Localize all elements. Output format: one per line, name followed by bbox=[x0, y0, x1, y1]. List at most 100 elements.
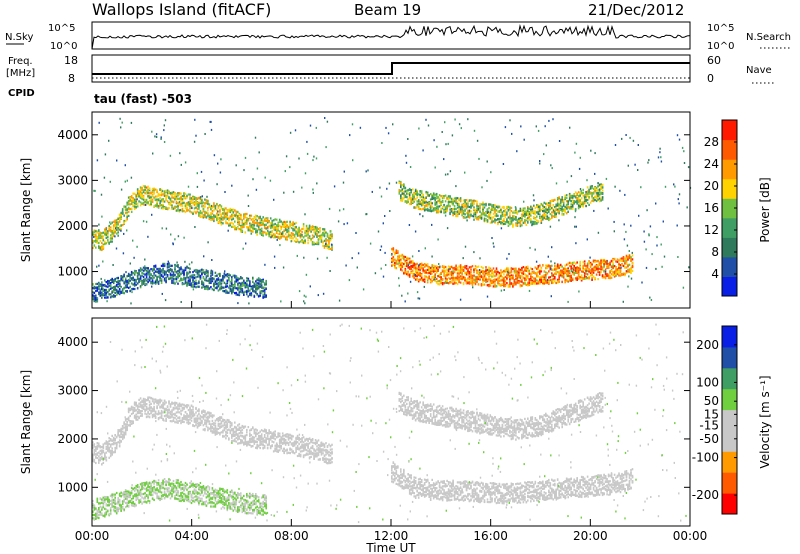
heatmap-cell bbox=[135, 271, 137, 274]
heatmap-cell bbox=[449, 266, 451, 269]
heatmap-cell bbox=[157, 275, 160, 278]
heatmap-cell bbox=[192, 196, 194, 199]
heatmap-cell bbox=[582, 277, 584, 280]
heatmap-cell bbox=[229, 222, 232, 225]
heatmap-cell bbox=[489, 213, 492, 216]
heatmap-cell bbox=[564, 271, 566, 274]
heatmap-cell bbox=[223, 286, 226, 289]
heatmap-cell bbox=[138, 190, 140, 193]
heatmap-cell bbox=[583, 268, 586, 271]
heatmap-cell bbox=[447, 265, 450, 268]
heatmap-cell bbox=[504, 268, 507, 271]
heatmap-cell bbox=[540, 277, 543, 280]
heatmap-cell bbox=[494, 280, 496, 283]
heatmap-cell bbox=[489, 208, 492, 211]
heatmap-cell bbox=[289, 225, 291, 228]
heatmap-cell bbox=[199, 212, 202, 215]
heatmap-cell bbox=[130, 195, 133, 198]
heatmap-cell bbox=[530, 279, 532, 282]
heatmap-cell bbox=[241, 222, 244, 225]
heatmap-cell bbox=[461, 278, 463, 281]
heatmap-cell bbox=[419, 193, 421, 197]
heatmap-cell bbox=[437, 280, 439, 283]
heatmap-cell bbox=[255, 230, 257, 233]
heatmap-cell bbox=[281, 223, 284, 226]
heatmap-cell bbox=[190, 200, 193, 204]
heatmap-cell bbox=[437, 266, 439, 269]
heatmap-cell bbox=[211, 272, 214, 275]
heatmap-cell bbox=[473, 203, 475, 206]
heatmap-cell bbox=[509, 285, 511, 288]
heatmap-cell bbox=[98, 246, 100, 249]
heatmap-cell bbox=[549, 218, 552, 221]
heatmap-cell bbox=[461, 275, 463, 278]
heatmap-cell bbox=[519, 280, 522, 283]
heatmap-cell bbox=[537, 282, 540, 285]
heatmap-cell bbox=[259, 285, 261, 288]
heatmap-cell bbox=[124, 219, 127, 222]
heatmap-cell bbox=[196, 282, 199, 285]
heatmap-cell bbox=[539, 270, 541, 273]
heatmap-cell bbox=[453, 278, 456, 281]
heatmap-cell bbox=[257, 217, 260, 220]
heatmap-cell bbox=[222, 275, 224, 278]
heatmap-cell bbox=[429, 268, 432, 271]
heatmap-cell bbox=[108, 293, 110, 296]
heatmap-cell bbox=[539, 216, 541, 220]
site-title: Wallops Island (fitACF) bbox=[92, 0, 271, 19]
heatmap-cell bbox=[250, 214, 253, 217]
heatmap-cell bbox=[172, 207, 175, 210]
heatmap-cell bbox=[597, 268, 599, 271]
heatmap-cell bbox=[489, 267, 492, 270]
heatmap-cell bbox=[440, 276, 442, 279]
heatmap-cell bbox=[169, 201, 172, 204]
heatmap-cell bbox=[225, 274, 227, 277]
heatmap-cell bbox=[625, 266, 628, 269]
heatmap-cell bbox=[154, 279, 157, 282]
heatmap-cell bbox=[162, 207, 164, 210]
heatmap-cell bbox=[519, 277, 522, 280]
heatmap-cell bbox=[417, 200, 420, 203]
heatmap-cell bbox=[142, 198, 145, 201]
heatmap-cell bbox=[480, 284, 483, 287]
heatmap-cell bbox=[426, 263, 429, 266]
heatmap-cell bbox=[244, 221, 247, 224]
heatmap-cell bbox=[504, 283, 507, 286]
heatmap-cell bbox=[435, 205, 438, 208]
heatmap-cell bbox=[232, 208, 235, 211]
heatmap-cell bbox=[416, 189, 418, 193]
heatmap-cell bbox=[135, 283, 137, 286]
heatmap-cell bbox=[510, 267, 513, 270]
heatmap-cell bbox=[256, 233, 258, 236]
heatmap-cell bbox=[579, 260, 581, 263]
heatmap-cell bbox=[208, 277, 211, 280]
heatmap-cell bbox=[403, 194, 405, 197]
heatmap-cell bbox=[467, 273, 469, 276]
heatmap-cell bbox=[235, 291, 238, 294]
heatmap-cell bbox=[286, 220, 288, 223]
heatmap-cell bbox=[181, 207, 184, 211]
heatmap-cell bbox=[235, 212, 238, 215]
heatmap-cell bbox=[117, 276, 119, 279]
heatmap-cell bbox=[162, 203, 164, 206]
heatmap-cell bbox=[187, 283, 190, 286]
heatmap-cell bbox=[105, 281, 108, 284]
heatmap-cell bbox=[392, 260, 395, 263]
heatmap-cell bbox=[289, 234, 291, 237]
heatmap-cell bbox=[474, 281, 477, 284]
heatmap-cell bbox=[101, 246, 103, 249]
heatmap-cell bbox=[609, 263, 611, 266]
heatmap-cell bbox=[274, 228, 276, 232]
heatmap-cell bbox=[281, 231, 284, 234]
heatmap-cell bbox=[201, 211, 203, 214]
heatmap-cell bbox=[429, 193, 432, 196]
heatmap-cell bbox=[591, 273, 593, 276]
heatmap-cell bbox=[435, 265, 438, 268]
heatmap-cell bbox=[476, 269, 478, 272]
heatmap-cell bbox=[438, 194, 441, 197]
heatmap-cell bbox=[564, 208, 566, 211]
heatmap-cell bbox=[208, 281, 211, 285]
heatmap-cell bbox=[172, 201, 175, 204]
heatmap-cell bbox=[543, 274, 546, 277]
heatmap-cell bbox=[95, 236, 97, 240]
